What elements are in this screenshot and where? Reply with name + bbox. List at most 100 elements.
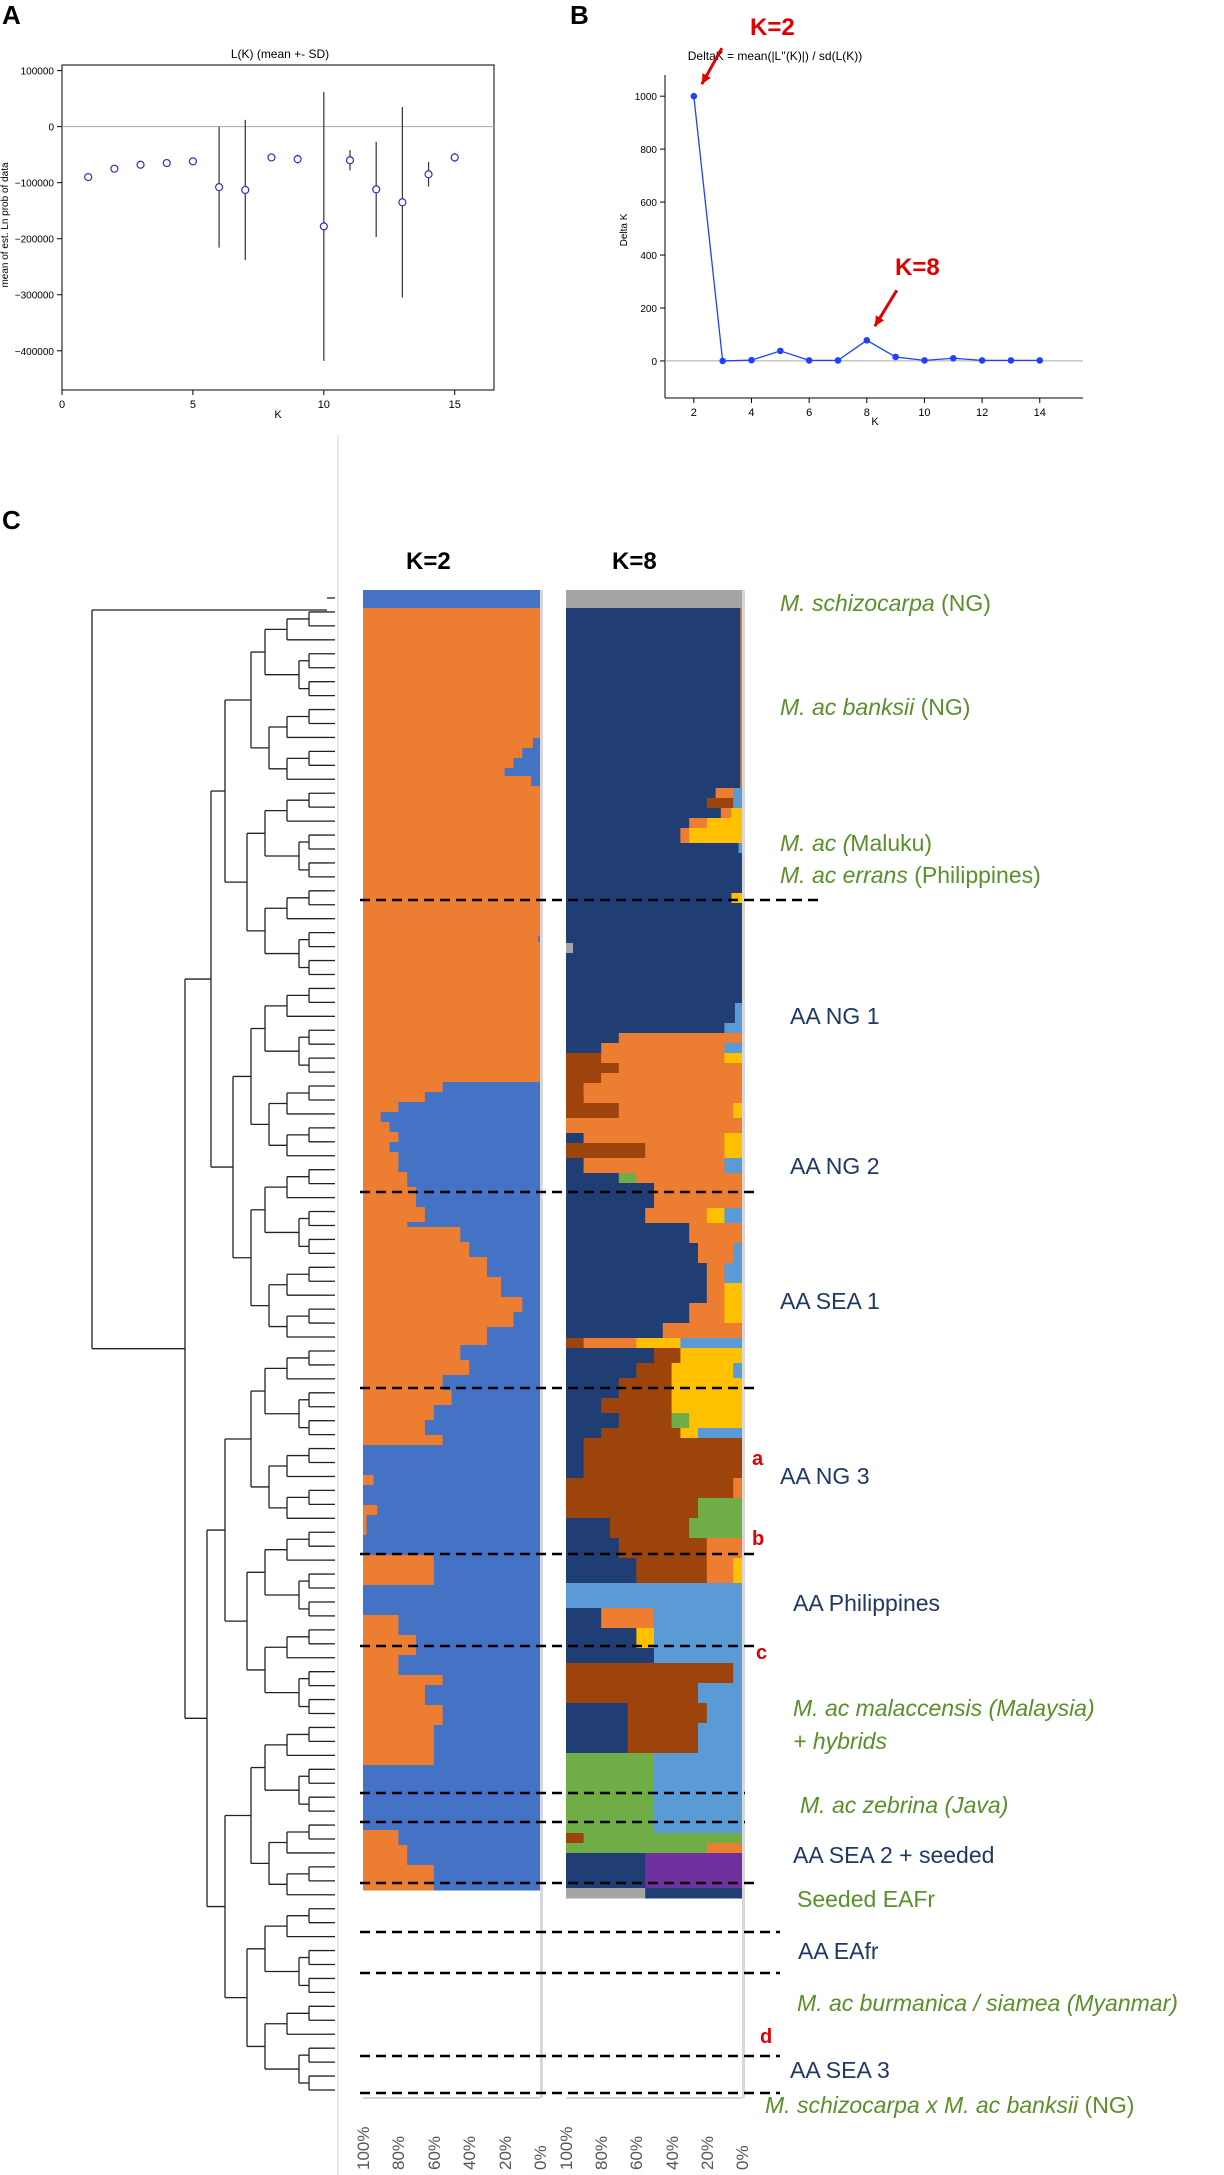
k2bars-segment-orange — [363, 1187, 417, 1208]
k2bars-segment-orange — [363, 1725, 435, 1766]
k2bars-segment-blue — [424, 1685, 541, 1706]
k8bars-segment-navy — [566, 1398, 602, 1414]
k8bars-segment-navy — [566, 1208, 646, 1224]
group-label-schizo-x-banksii: M. schizocarpa x M. ac banksii (NG) — [765, 2092, 1135, 2118]
k2bars-segment-orange — [363, 1705, 444, 1726]
k8bars-segment-brown — [566, 1063, 620, 1074]
k2bars-segment-blue — [531, 776, 541, 787]
k2bars-segment-blue — [363, 590, 541, 609]
k8bars-segment-brown — [566, 1663, 734, 1684]
k2bars-segment-blue — [363, 1485, 541, 1506]
group-label-aa-sea-2: AA SEA 2 + seeded — [793, 1842, 995, 1868]
k8bars-segment-orange — [601, 1073, 743, 1084]
k8bars-segment-navy — [566, 843, 739, 854]
k8bars-segment-ltblue — [698, 1683, 743, 1704]
k2bars-segment-blue — [433, 1405, 541, 1421]
k2bars-segment-blue — [424, 1420, 541, 1436]
panel-b-point — [1036, 357, 1044, 364]
panel-b-chart: DeltaK = mean(|L''(K)|) / sd(L(K)) 2 4 6 8 1… — [619, 47, 1083, 428]
k2bars-segment-blue — [442, 1082, 541, 1093]
k8bars-segment-navy — [566, 1853, 646, 1874]
k8-structure-plot — [566, 590, 743, 1899]
panel-b-point — [719, 357, 726, 365]
marker-d: d — [760, 2026, 773, 2048]
panel-a-y-tick-label: 100000 — [21, 67, 55, 78]
group-label-aa-eafr: AA EAfr — [798, 1938, 879, 1964]
group-label-maluku: M. ac (Maluku) — [780, 830, 933, 856]
panel-b-k2-arrow-head — [701, 73, 711, 85]
panel-a-x-tick-label: 5 — [190, 399, 196, 411]
panel-b-point — [834, 357, 842, 364]
k2bars-segment-blue — [363, 1535, 541, 1556]
k2bars-segment-orange — [363, 1327, 488, 1346]
k2-right-tickstrip — [540, 590, 543, 2098]
k2bars-segment-blue — [538, 936, 541, 943]
panel-letter-a: A — [2, 0, 21, 30]
k8bars-segment-orange — [583, 1133, 725, 1144]
k8bars-segment-gray — [566, 943, 574, 954]
k8bars-segment-brown — [654, 1348, 681, 1364]
panel-b-x-tick-label: 14 — [1034, 407, 1046, 419]
k8bars-segment-orange — [698, 1243, 734, 1264]
panel-a-y-tick-label: −200000 — [15, 235, 55, 246]
k2bars-segment-blue — [398, 1655, 541, 1676]
panel-a-point — [345, 156, 355, 165]
k8bars-segment-navy — [566, 1263, 708, 1284]
k8bars-segment-orange — [618, 1063, 743, 1074]
k8bars-segment-ltblue — [724, 1023, 743, 1034]
k2bars-segment-blue — [433, 1865, 541, 1891]
k8bars-segment-navy — [566, 1538, 620, 1559]
k2bars-segment-blue — [363, 1445, 541, 1476]
group-label-aa-ng-2: AA NG 2 — [790, 1153, 880, 1179]
k2bars-segment-orange — [363, 1375, 444, 1391]
panel-a-point — [450, 153, 459, 162]
k2bars-segment-orange — [363, 1257, 488, 1278]
k8bars-segment-navy — [566, 1023, 725, 1034]
k8bars-segment-navy — [566, 808, 722, 819]
panel-a-point — [398, 198, 407, 207]
panel-a-y-tick-label: −400000 — [15, 347, 55, 358]
k8bars-segment-orange — [706, 1263, 725, 1284]
k2bars-segment-blue — [442, 1675, 541, 1686]
k2bars-segment-orange — [363, 608, 541, 739]
k8-pct-tick: 80% — [592, 2135, 612, 2170]
k2bars-segment-blue — [513, 758, 541, 769]
k2bars-segment-orange — [363, 942, 541, 1083]
panel-b-point — [978, 357, 986, 364]
k8bars-segment-yellow — [680, 1348, 743, 1364]
k2bars-segment-blue — [451, 1390, 541, 1406]
k8bars-segment-brown — [706, 798, 734, 809]
k8bars-segment-brown — [618, 1538, 708, 1559]
k2bars-segment-orange — [363, 1685, 426, 1706]
k8bars-segment-yellow — [724, 1143, 743, 1159]
k8bars-segment-brown — [566, 1103, 620, 1119]
k8bars-segment-ltblue — [734, 1003, 743, 1024]
k2bars-segment-blue — [513, 1312, 541, 1328]
k8bars-segment-brown — [566, 1338, 585, 1349]
k8bars-segment-navy — [566, 1003, 736, 1024]
k8bars-segment-yellow — [733, 1103, 743, 1119]
k2bars-segment-blue — [469, 1242, 541, 1258]
panel-b-y-tick-label: 800 — [640, 145, 657, 156]
k2bars-segment-orange — [363, 1112, 382, 1123]
k2bars-segment-orange — [363, 1675, 444, 1686]
panel-b-point — [777, 347, 784, 355]
k2bars-segment-blue — [363, 1765, 541, 1831]
k8bars-segment-yellow — [724, 1133, 743, 1144]
k8bars-segment-yellow — [724, 1303, 743, 1324]
panel-letter-c: C — [2, 505, 21, 535]
group-label-burmanica: M. ac burmanica / siamea (Myanmar) — [797, 1990, 1178, 2016]
k8bars-segment-navy — [566, 1518, 611, 1539]
k8bars-segment-orange — [601, 1053, 725, 1064]
k8bars-segment-orange — [601, 1608, 655, 1629]
k2bars-segment-orange — [363, 1082, 444, 1093]
k2bars-segment-blue — [398, 1132, 541, 1143]
k8bars-segment-orange — [645, 1143, 725, 1159]
k2bars-segment-blue — [433, 1555, 541, 1586]
k8bars-segment-ltblue — [654, 1608, 743, 1629]
panel-a-x-tick-label: 15 — [449, 399, 461, 411]
k8bars-segment-navy — [566, 798, 708, 809]
k8bars-segment-orange — [601, 1043, 725, 1054]
panel-a-point — [162, 158, 171, 168]
